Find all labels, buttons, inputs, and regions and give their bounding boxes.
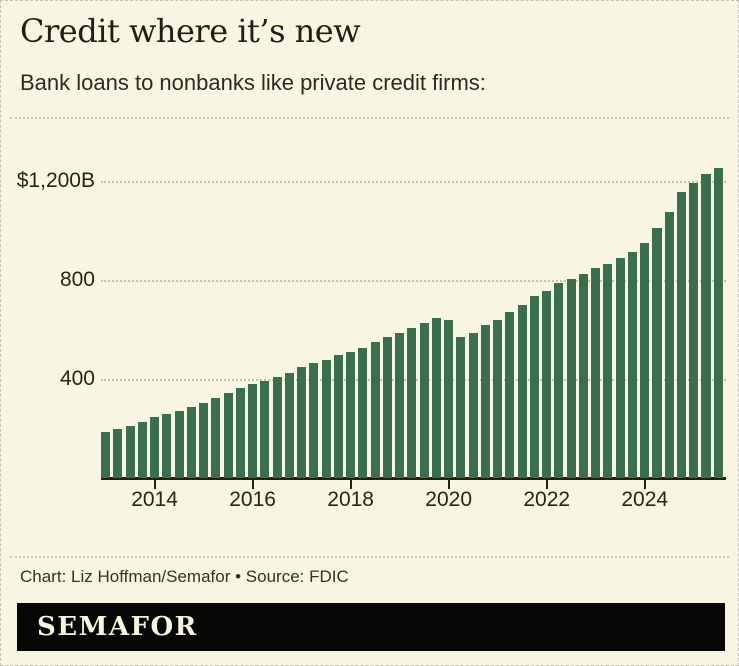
bar-2016-Q2 (260, 380, 270, 478)
x-axis-label: 2020 (425, 488, 473, 511)
bar-2015-Q1 (199, 402, 209, 478)
semafor-logo-bar: SEMAFOR (17, 603, 725, 651)
bar-2022-Q2 (554, 283, 564, 478)
bar-2015-Q2 (211, 398, 221, 478)
x-axis-tick-2014 (153, 480, 156, 489)
bar-2019-Q3 (419, 323, 429, 478)
bar-2013-Q2 (113, 428, 123, 478)
x-axis-tick-2024 (643, 480, 646, 489)
bar-2014-Q3 (174, 410, 184, 478)
x-axis-label: 2018 (327, 488, 374, 511)
bar-2019-Q2 (407, 327, 417, 478)
bar-2024-Q3 (664, 211, 674, 478)
bar-2018-Q2 (358, 347, 368, 478)
bar-2023-Q4 (627, 252, 637, 478)
bar-2017-Q3 (321, 359, 331, 478)
chart-title: Credit where it’s new (20, 12, 361, 50)
bar-2019-Q4 (431, 318, 441, 478)
bar-2025-Q2 (701, 174, 711, 478)
bar-2023-Q3 (615, 257, 625, 478)
x-axis-label: 2022 (523, 488, 571, 511)
bar-2016-Q1 (248, 384, 258, 478)
x-axis-label: 2014 (131, 488, 178, 511)
bar-2020-Q3 (468, 332, 478, 478)
bar-2025-Q3 (713, 168, 723, 478)
semafor-logo: SEMAFOR (37, 612, 198, 642)
bar-2017-Q1 (297, 367, 307, 478)
bar-2018-Q1 (346, 351, 356, 478)
bar-2021-Q4 (529, 296, 539, 478)
gridline-800 (101, 280, 726, 282)
x-axis-tick-2016 (251, 480, 254, 489)
chart-credit: Chart: Liz Hoffman/Semafor • Source: FDI… (20, 567, 349, 586)
x-axis-tick-2018 (349, 480, 352, 489)
bar-2021-Q3 (517, 304, 527, 478)
y-axis-label: 800 (59, 268, 95, 291)
bar-2023-Q2 (603, 263, 613, 478)
bar-2018-Q3 (370, 342, 380, 478)
bar-2024-Q2 (652, 228, 662, 478)
bar-2017-Q4 (333, 354, 343, 478)
x-axis-tick-2020 (447, 480, 450, 489)
gridline-1200 (101, 181, 726, 183)
bar-2018-Q4 (382, 336, 392, 478)
bar-2021-Q2 (505, 311, 515, 478)
bar-2014-Q4 (186, 407, 196, 478)
bar-2022-Q4 (578, 273, 588, 478)
bar-2016-Q4 (284, 372, 294, 478)
x-axis-label: 2024 (621, 488, 669, 511)
bar-2020-Q1 (444, 320, 454, 478)
chart-subtitle: Bank loans to nonbanks like private cred… (20, 70, 486, 95)
bar-2014-Q2 (162, 413, 172, 478)
header-divider (10, 117, 729, 119)
bar-2020-Q2 (456, 337, 466, 478)
footer-divider (10, 556, 729, 558)
bar-chart-plot: 400 800 $1,200B 2014 2016 2018 2020 2022 2024 (1, 1, 738, 601)
bar-2021-Q1 (493, 320, 503, 478)
y-axis-label: 400 (59, 367, 95, 390)
bar-2014-Q1 (150, 416, 160, 478)
bar-2013-Q3 (125, 425, 135, 478)
bar-2024-Q4 (676, 191, 687, 478)
bar-2015-Q3 (223, 392, 233, 478)
bar-2024-Q1 (640, 242, 650, 478)
bar-2019-Q1 (395, 332, 405, 478)
x-axis-tick-2022 (545, 480, 548, 489)
bar-2020-Q4 (480, 325, 490, 478)
bar-2022-Q1 (542, 290, 552, 478)
bar-2015-Q4 (235, 388, 245, 478)
x-axis-line (101, 477, 726, 480)
y-axis-label: $1,200B (16, 169, 95, 192)
bar-2017-Q2 (309, 363, 319, 478)
x-axis-label: 2016 (229, 488, 276, 511)
bar-2016-Q3 (272, 377, 282, 478)
bar-2022-Q3 (566, 278, 576, 478)
bar-2013-Q1 (101, 432, 111, 478)
bar-2013-Q4 (137, 421, 147, 478)
bar-2023-Q1 (591, 267, 601, 478)
bar-2025-Q1 (689, 183, 699, 478)
